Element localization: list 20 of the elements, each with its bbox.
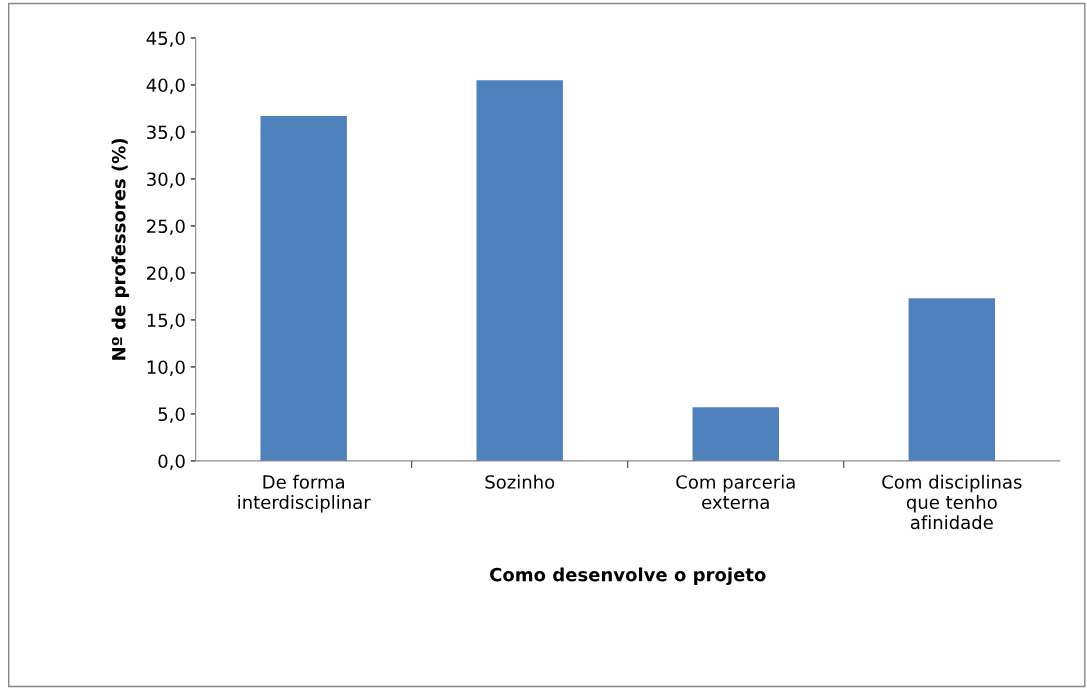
x-axis-title: Como desenvolve o projeto: [490, 567, 766, 586]
bar: [692, 407, 779, 461]
y-axis-title: Nº de professores (%): [111, 138, 130, 360]
bar: [476, 80, 563, 461]
y-tick-label: 35,0: [147, 125, 185, 141]
x-tick-label: Sozinho: [485, 474, 555, 489]
x-tick-label: Com disciplinas que tenho afinidade: [882, 474, 1022, 530]
y-tick-label: 15,0: [147, 313, 185, 329]
x-tick-label: De forma interdisciplinar: [238, 474, 371, 513]
y-tick-label: 5,0: [158, 407, 185, 423]
y-tick-label: 20,0: [147, 266, 185, 282]
y-tick-label: 10,0: [147, 360, 185, 376]
x-tick-label: Com parceria externa: [676, 474, 795, 509]
bar: [908, 298, 996, 461]
bar: [260, 115, 347, 461]
y-tick-label: 45,0: [146, 31, 185, 47]
y-tick-label: 30,0: [147, 172, 185, 188]
y-tick-label: 25,0: [147, 219, 185, 235]
y-tick-label: 40,0: [146, 78, 185, 94]
y-tick-label: 0,0: [158, 454, 185, 470]
